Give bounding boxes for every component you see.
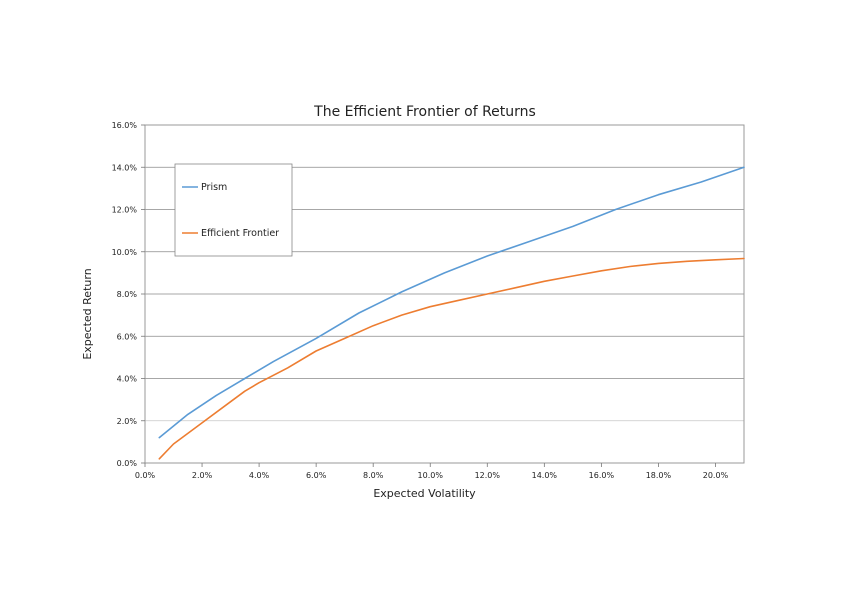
x-tick-label: 4.0% <box>249 471 270 480</box>
x-tick-label: 12.0% <box>475 471 501 480</box>
y-tick-label: 0.0% <box>117 459 138 468</box>
x-axis-label: Expected Volatility <box>373 487 476 500</box>
x-tick-label: 2.0% <box>192 471 213 480</box>
x-tick-label: 14.0% <box>532 471 558 480</box>
y-tick-label: 2.0% <box>117 417 138 426</box>
x-tick-label: 10.0% <box>418 471 444 480</box>
x-tick-label: 6.0% <box>306 471 327 480</box>
legend: Prism Efficient Frontier <box>174 163 293 257</box>
y-tick-label: 10.0% <box>112 248 138 257</box>
y-tick-label: 12.0% <box>112 206 138 215</box>
y-tick-label: 16.0% <box>112 121 138 130</box>
x-tick-label: 8.0% <box>363 471 384 480</box>
x-tick-label: 0.0% <box>135 471 156 480</box>
series-line-efficient-frontier <box>158 257 745 460</box>
legend-label-prism: Prism <box>201 182 227 193</box>
series-line-prism <box>158 166 745 439</box>
y-tick-label: 14.0% <box>112 163 138 172</box>
y-axis-label: Expected Return <box>81 268 94 359</box>
series-lines <box>158 166 745 460</box>
legend-label-efficient-frontier: Efficient Frontier <box>201 228 279 239</box>
axis-ticks: 0.0% 2.0% 4.0% 6.0% 8.0% 10.0% 12.0% 14.0% 16.0%… <box>112 121 729 480</box>
y-tick-label: 8.0% <box>117 290 138 299</box>
x-tick-label: 16.0% <box>589 471 615 480</box>
legend-box <box>174 163 293 257</box>
y-tick-label: 4.0% <box>117 375 138 384</box>
x-tick-label: 20.0% <box>703 471 729 480</box>
chart-title: The Efficient Frontier of Returns <box>313 104 536 120</box>
x-tick-label: 18.0% <box>646 471 672 480</box>
y-tick-label: 6.0% <box>117 332 138 341</box>
